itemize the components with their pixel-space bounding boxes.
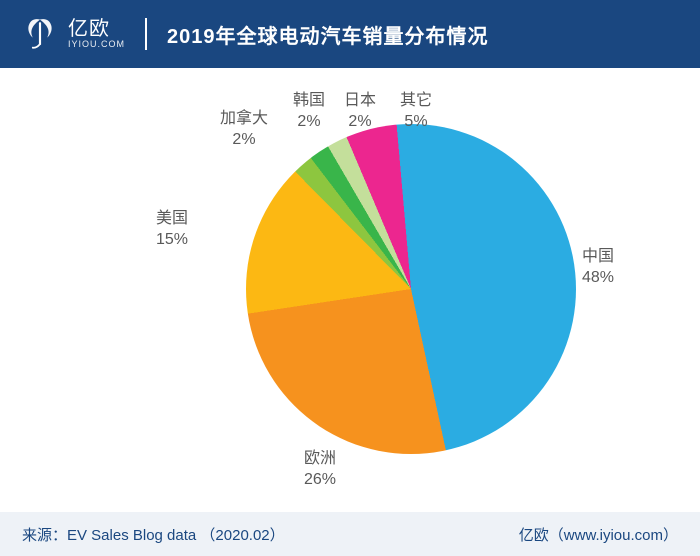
brand-logo: 亿欧 IYIOU.COM <box>22 16 125 52</box>
slice-label: 韩国2% <box>293 91 325 133</box>
slice-label: 其它5% <box>400 91 432 133</box>
logo-icon <box>22 16 58 52</box>
header-bar: 亿欧 IYIOU.COM 2019年全球电动汽车销量分布情况 <box>0 0 700 68</box>
footer-brand: 亿欧（www.iyiou.com） <box>519 524 678 545</box>
footer-source: 来源：EV Sales Blog data （2020.02） <box>22 524 285 545</box>
footer-bar: 来源：EV Sales Blog data （2020.02） 亿欧（www.i… <box>0 512 700 556</box>
logo-cn: 亿欧 <box>68 19 125 40</box>
chart-title: 2019年全球电动汽车销量分布情况 <box>167 20 489 49</box>
chart-area: 中国48% 欧洲26% 美国15% 加拿大2% 韩国2% 日本2% 其它5% <box>0 68 700 512</box>
pie-chart <box>246 124 576 454</box>
slice-label: 日本2% <box>344 91 376 133</box>
slice-label: 加拿大2% <box>220 109 268 151</box>
logo-en: IYIOU.COM <box>68 40 125 49</box>
header-divider <box>145 18 147 50</box>
chart-container: 亿欧 IYIOU.COM 2019年全球电动汽车销量分布情况 中国48% 欧洲26… <box>0 0 700 556</box>
slice-label: 欧洲26% <box>304 449 336 491</box>
slice-label: 中国48% <box>582 247 614 289</box>
logo-text: 亿欧 IYIOU.COM <box>68 19 125 49</box>
pie-wrap <box>246 124 576 454</box>
slice-label: 美国15% <box>156 209 188 251</box>
